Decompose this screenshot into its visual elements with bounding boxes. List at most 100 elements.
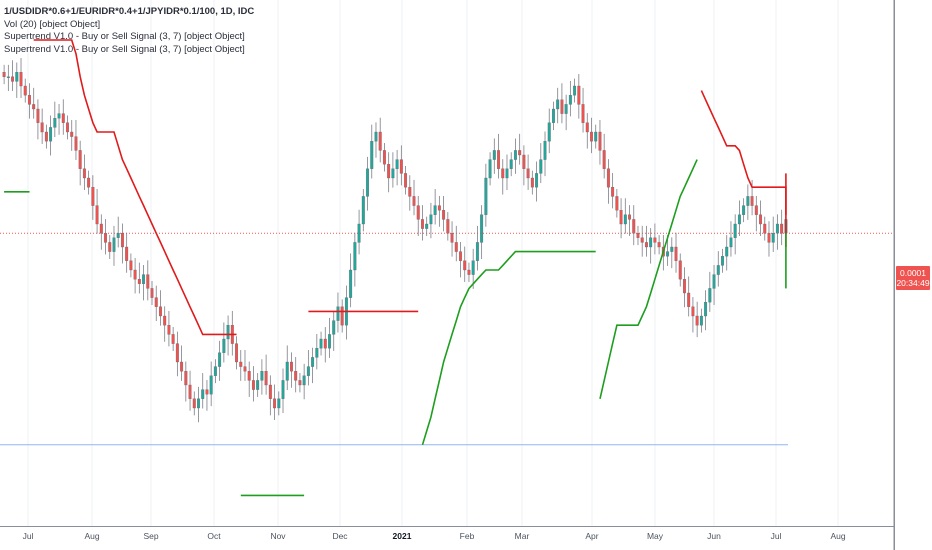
candle-body (450, 233, 454, 243)
candle-body (628, 214, 631, 220)
candle-body (243, 366, 247, 372)
candle-body (408, 187, 412, 197)
candle-body (594, 131, 598, 142)
candle-body (615, 196, 619, 211)
candle-body (349, 269, 353, 298)
candle-body (281, 380, 285, 399)
candle-body (568, 95, 572, 105)
candle-body (175, 343, 179, 363)
indicator-volume[interactable]: Vol (20) [object Object] (4, 18, 101, 30)
time-tick-label: Jun (707, 531, 721, 541)
candle-body (687, 292, 691, 307)
candle-body (78, 150, 82, 169)
time-axis[interactable] (0, 526, 894, 527)
time-tick-label: Jul (770, 531, 782, 541)
candle-body (602, 150, 606, 169)
candle-body (353, 242, 357, 271)
candle-body (315, 348, 319, 358)
candle-body (522, 154, 526, 169)
candle-body (644, 242, 648, 248)
candle-body (268, 384, 272, 399)
indicator-supertrend-2[interactable]: Supertrend V1.0 - Buy or Sell Signal (3,… (4, 43, 245, 55)
candle-body (6, 76, 10, 78)
candle-body (209, 375, 213, 395)
candle-body (581, 104, 585, 123)
candle-body (429, 214, 433, 225)
candle-body (590, 131, 593, 142)
candle-body (404, 173, 408, 188)
time-tick-label: Aug (84, 531, 100, 541)
supertrend-up-line (421, 250, 596, 446)
candle-body (159, 306, 162, 317)
candle-body (670, 246, 674, 252)
chart-legend: 1/USDIDR*0.6+1/EURIDR*0.4+1/JPYIDR*0.1/1… (4, 6, 254, 56)
candle-body (49, 127, 53, 142)
price-axis[interactable] (894, 0, 932, 550)
candle-body (167, 325, 171, 335)
indicator-supertrend-1[interactable]: Supertrend V1.0 - Buy or Sell Signal (3,… (4, 31, 245, 42)
candle-body (235, 343, 238, 363)
candle-body (577, 85, 581, 105)
candle-body (290, 361, 293, 372)
supertrend-series (4, 39, 787, 497)
time-tick-label: Dec (332, 531, 348, 541)
candle-body (492, 150, 496, 160)
candle-body (501, 168, 505, 179)
candle-body (640, 237, 644, 243)
candle-body (150, 288, 154, 298)
candle-body (704, 302, 708, 317)
candle-body (277, 398, 281, 409)
candle-body (683, 279, 686, 294)
candle-body (23, 85, 27, 96)
candle-body (112, 237, 116, 252)
candle-body (737, 214, 741, 225)
candle-body (15, 72, 19, 82)
candle-body (547, 122, 551, 142)
candle-body (666, 251, 670, 257)
candle-body (526, 168, 530, 179)
candle-body (585, 122, 589, 133)
candle-body (19, 72, 23, 87)
candle-body (184, 371, 188, 386)
candle-body (611, 187, 615, 197)
candle-body (475, 242, 479, 261)
time-tick-label: Oct (207, 531, 221, 541)
candle-body (273, 398, 277, 409)
candle-body (357, 223, 361, 243)
candle-body (366, 168, 369, 197)
candle-body (421, 219, 424, 229)
supertrend-down-line (33, 39, 237, 336)
candle-body (82, 168, 86, 179)
candle-body (556, 99, 560, 110)
candle-body (564, 104, 568, 114)
candle-body (742, 205, 746, 215)
candle-body (560, 99, 564, 114)
candle-body (416, 205, 420, 220)
candle-body (171, 334, 175, 344)
candle-body (298, 380, 302, 386)
candle-body (336, 306, 340, 321)
candle-body (188, 384, 192, 399)
candle-body (606, 168, 610, 188)
candle-body (573, 85, 577, 96)
candle-body (467, 269, 471, 275)
candle-body (509, 159, 513, 169)
candle-body (137, 279, 141, 284)
symbol-title: 1/USDIDR*0.6+1/EURIDR*0.4+1/JPYIDR*0.1/1… (4, 6, 255, 17)
candle-body (437, 205, 441, 211)
candle-body (767, 233, 771, 243)
candle-body (218, 352, 222, 367)
candle-body (57, 113, 61, 119)
candle-body (361, 196, 365, 225)
candle-body (678, 260, 682, 280)
chart-grid (27, 0, 839, 526)
candle-body (454, 242, 458, 252)
candle-body (205, 389, 209, 395)
candle-body (222, 338, 226, 353)
candle-body (699, 315, 703, 326)
candle-body (771, 233, 775, 243)
candle-body (247, 371, 251, 381)
candle-body (95, 205, 99, 225)
candle-body (763, 223, 767, 234)
